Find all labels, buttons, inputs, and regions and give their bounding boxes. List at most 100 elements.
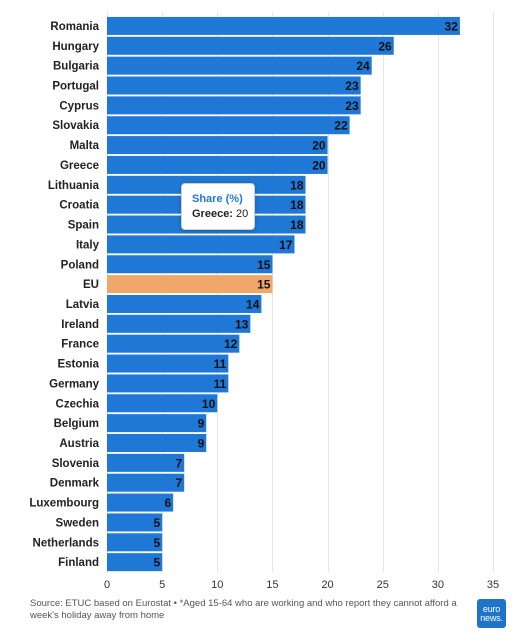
- value-label: 6: [164, 496, 171, 510]
- category-label: Italy: [76, 239, 100, 251]
- value-label: 17: [279, 238, 293, 252]
- bar[interactable]: [107, 394, 218, 413]
- bar[interactable]: [107, 255, 273, 274]
- value-label: 11: [214, 357, 227, 371]
- bars: [107, 16, 460, 572]
- bar[interactable]: [107, 294, 262, 313]
- bar[interactable]: [107, 334, 240, 353]
- bar[interactable]: [107, 533, 163, 552]
- bar[interactable]: [107, 116, 350, 135]
- tooltip-value: 20: [236, 208, 249, 220]
- bar[interactable]: [107, 414, 207, 433]
- category-label: Belgium: [54, 418, 99, 430]
- value-label: 15: [257, 258, 271, 272]
- tooltip-title: Share (%): [192, 193, 243, 205]
- value-label: 15: [257, 278, 271, 292]
- x-tick-label: 20: [321, 579, 333, 591]
- value-label: 9: [198, 417, 205, 431]
- category-label: Luxembourg: [29, 498, 99, 510]
- value-label: 23: [345, 79, 359, 93]
- category-label: Austria: [59, 438, 99, 450]
- category-label: Bulgaria: [53, 61, 100, 73]
- bar[interactable]: [107, 433, 207, 452]
- bar[interactable]: [107, 473, 185, 492]
- tooltip-category: Greece:: [192, 208, 233, 220]
- category-label: Spain: [68, 220, 99, 232]
- value-label: 5: [153, 516, 160, 530]
- logo-line-2: news.: [480, 613, 503, 623]
- bar[interactable]: [107, 155, 328, 174]
- bar[interactable]: [107, 16, 460, 35]
- euronews-logo: euro news.: [477, 599, 506, 628]
- x-axis-ticks: 0 5 10 15 20 25 30 35: [104, 579, 499, 591]
- x-tick-label: 0: [104, 579, 110, 591]
- category-label: Portugal: [52, 81, 99, 93]
- category-label: Hungary: [52, 41, 99, 53]
- bar[interactable]: [107, 374, 229, 393]
- value-label: 22: [334, 119, 348, 133]
- value-label: 20: [312, 158, 326, 172]
- x-tick-label: 10: [211, 579, 223, 591]
- category-label: Croatia: [59, 200, 99, 212]
- bar[interactable]: [107, 493, 174, 512]
- value-label: 7: [176, 456, 183, 470]
- value-label: 24: [356, 59, 370, 73]
- category-label: Malta: [70, 140, 100, 152]
- bar[interactable]: [107, 56, 372, 75]
- x-tick-label: 15: [266, 579, 278, 591]
- bar[interactable]: [107, 136, 328, 155]
- value-labels: 32 26 24 23 23 22 20 20 18 18 18 17 15 15 14 13 12 11 11 10…: [153, 19, 458, 569]
- bar[interactable]: [107, 275, 273, 294]
- value-label: 18: [290, 198, 304, 212]
- category-label: Estonia: [57, 359, 99, 371]
- tooltip-line: Greece: 20: [192, 208, 248, 220]
- bar[interactable]: [107, 314, 251, 333]
- bar[interactable]: [107, 453, 185, 472]
- x-tick-label: 5: [159, 579, 165, 591]
- category-label: Germany: [49, 378, 99, 390]
- value-label: 5: [153, 556, 160, 570]
- category-label: France: [61, 339, 99, 351]
- value-label: 18: [290, 218, 304, 232]
- category-label: Cyprus: [59, 100, 99, 112]
- category-label: Denmark: [50, 478, 100, 490]
- category-label: Greece: [60, 160, 99, 172]
- category-label: Slovakia: [52, 120, 99, 132]
- source-note: Source: ETUC based on Eurostat • *Aged 1…: [30, 598, 457, 621]
- chart-tooltip: Share (%) Greece: 20: [181, 183, 255, 230]
- bar-chart: Romania Hungary Bulgaria Portugal Cyprus Slov…: [29, 12, 499, 591]
- bar[interactable]: [107, 36, 394, 55]
- bar[interactable]: [107, 513, 163, 532]
- bar[interactable]: [107, 235, 295, 254]
- value-label: 32: [445, 19, 459, 33]
- value-label: 5: [153, 536, 160, 550]
- value-label: 10: [202, 397, 216, 411]
- category-labels: Romania Hungary Bulgaria Portugal Cyprus Slov…: [29, 21, 99, 569]
- x-tick-label: 30: [432, 579, 444, 591]
- logo-line-1: euro: [482, 604, 501, 614]
- category-label: Slovenia: [52, 458, 100, 470]
- value-label: 9: [198, 436, 205, 450]
- bar[interactable]: [107, 76, 361, 95]
- category-label: Latvia: [66, 299, 100, 311]
- bar[interactable]: [107, 354, 229, 373]
- value-label: 11: [214, 377, 227, 391]
- category-label: Sweden: [56, 517, 99, 529]
- value-label: 18: [290, 178, 304, 192]
- category-label: EU: [83, 279, 99, 291]
- value-label: 13: [235, 317, 249, 331]
- category-label: Netherlands: [33, 537, 99, 549]
- value-label: 23: [345, 99, 359, 113]
- value-label: 14: [246, 297, 260, 311]
- x-tick-label: 25: [377, 579, 389, 591]
- bar[interactable]: [107, 553, 163, 572]
- value-label: 20: [312, 139, 326, 153]
- bar[interactable]: [107, 96, 361, 115]
- category-label: Czechia: [56, 398, 100, 410]
- category-label: Lithuania: [48, 180, 100, 192]
- value-label: 7: [176, 476, 183, 490]
- category-label: Finland: [58, 557, 99, 569]
- x-tick-label: 35: [487, 579, 499, 591]
- category-label: Poland: [61, 259, 99, 271]
- category-label: Ireland: [61, 319, 99, 331]
